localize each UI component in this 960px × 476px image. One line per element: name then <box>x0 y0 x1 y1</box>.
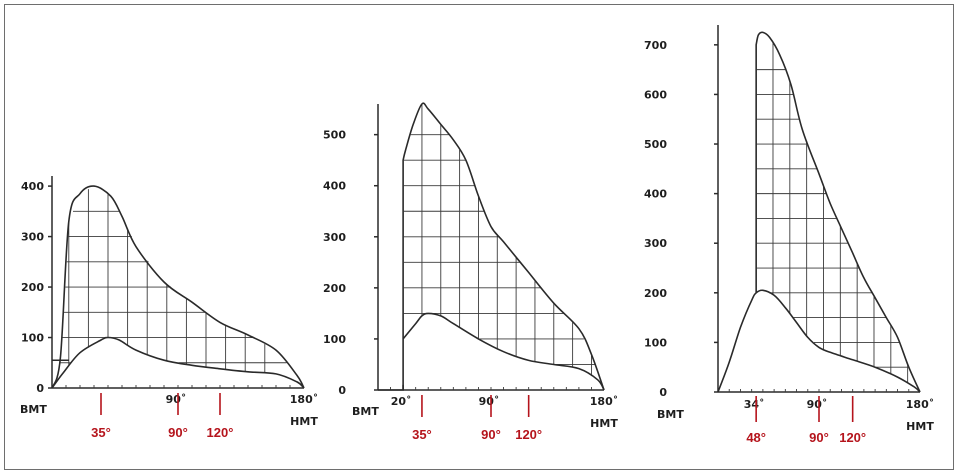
chart-panel-1: 0 100 200 300 400 BMT 90˚ 180˚ HMT 35° 90° 120° <box>20 176 318 440</box>
y-tick-label: 200 <box>644 287 667 300</box>
angle-marker-label: 48° <box>746 430 766 445</box>
x-tick-label: 90˚ <box>166 393 187 406</box>
x-tick-label: 180˚ <box>906 398 934 411</box>
lower-torque-curve <box>51 336 305 389</box>
x-tick-label: 180˚ <box>590 395 618 408</box>
x-tick-label: 20˚ <box>391 395 412 408</box>
y-tick-label: 500 <box>644 138 667 151</box>
angle-marker-label: 35° <box>91 425 111 440</box>
y-tick-label: 300 <box>323 231 346 244</box>
lower-torque-curve <box>717 289 921 393</box>
x-tick-label: 180˚ <box>290 393 318 406</box>
angle-marker-label: 120° <box>515 427 542 442</box>
y-tick-label: 0 <box>36 382 44 395</box>
y-tick-label: 300 <box>21 231 44 244</box>
baseline-segment <box>378 384 404 391</box>
lower-torque-curve <box>402 312 605 391</box>
x-end-label: HMT <box>906 420 934 433</box>
x-start-label: BMT <box>657 408 684 421</box>
angle-marker-label: 120° <box>207 425 234 440</box>
y-tick-label: 100 <box>21 332 44 345</box>
angle-marker-label: 90° <box>168 425 188 440</box>
y-tick-label: 400 <box>323 180 346 193</box>
chart-panel-2: 0 100 200 300 400 500 BMT 20˚ 90˚ 180˚ HMT 35° 90° 12… <box>323 102 618 442</box>
y-tick-label: 400 <box>644 188 667 201</box>
y-tick-label: 200 <box>21 281 44 294</box>
y-tick-label: 400 <box>21 180 44 193</box>
y-tick-label: 0 <box>659 386 667 399</box>
y-tick-label: 300 <box>644 237 667 250</box>
angle-marker-label: 120° <box>839 430 866 445</box>
angle-marker-label: 90° <box>809 430 829 445</box>
x-start-label: BMT <box>20 403 47 416</box>
y-tick-label: 700 <box>644 39 667 52</box>
chart-panel-3: 0 100 200 300 400 500 600 700 BMT 34˚ 90˚ 180˚ HMT 48… <box>644 25 934 445</box>
y-tick-label: 200 <box>323 282 346 295</box>
y-tick-label: 500 <box>323 129 346 142</box>
y-tick-label: 100 <box>644 336 667 349</box>
upper-torque-curve <box>51 185 305 389</box>
x-tick-label: 34˚ <box>744 398 765 411</box>
upper-torque-curve <box>755 31 921 393</box>
upper-torque-curve <box>402 102 605 391</box>
x-end-label: HMT <box>590 417 618 430</box>
angle-marker-label: 35° <box>412 427 432 442</box>
y-tick-label: 0 <box>338 384 346 397</box>
x-tick-label: 90˚ <box>807 398 828 411</box>
x-tick-label: 90˚ <box>479 395 500 408</box>
y-tick-label: 100 <box>323 333 346 346</box>
y-tick-label: 600 <box>644 88 667 101</box>
x-start-label: BMT <box>352 405 379 418</box>
angle-marker-label: 90° <box>481 427 501 442</box>
x-end-label: HMT <box>290 415 318 428</box>
